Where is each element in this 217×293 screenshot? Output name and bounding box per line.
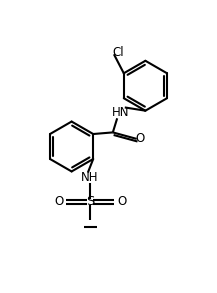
Text: HN: HN bbox=[112, 106, 129, 119]
Text: O: O bbox=[135, 132, 145, 145]
Text: S: S bbox=[86, 195, 94, 208]
Text: O: O bbox=[54, 195, 63, 208]
Text: Cl: Cl bbox=[112, 46, 124, 59]
Text: O: O bbox=[117, 195, 126, 208]
Text: NH: NH bbox=[81, 171, 99, 185]
